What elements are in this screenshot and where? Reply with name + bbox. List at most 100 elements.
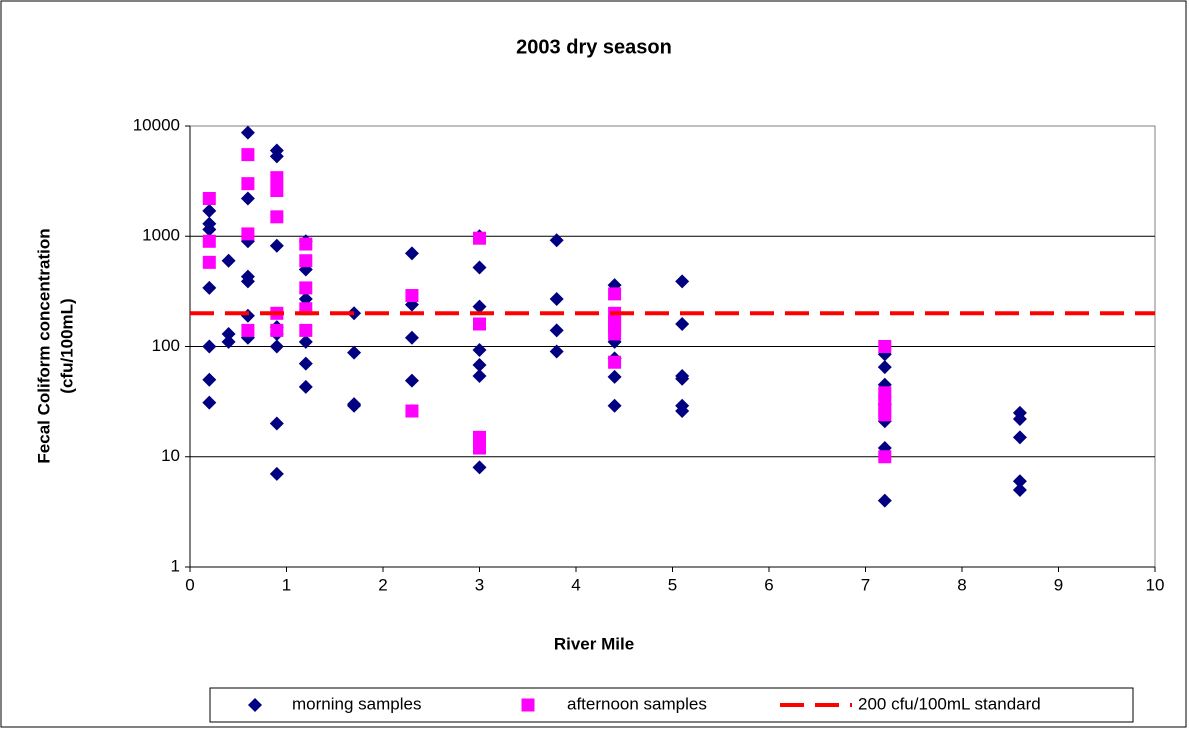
y-tick-label: 10 <box>161 446 180 465</box>
data-point <box>347 398 362 413</box>
data-point <box>878 450 892 464</box>
x-tick-label: 3 <box>475 575 484 594</box>
y-tick-label: 1 <box>171 556 180 575</box>
data-point <box>472 460 487 475</box>
data-point <box>298 379 313 394</box>
data-point <box>675 403 690 418</box>
data-point <box>347 345 362 360</box>
data-point <box>405 289 419 303</box>
data-point <box>202 191 216 205</box>
data-point <box>269 339 284 354</box>
legend-label: afternoon samples <box>567 694 707 713</box>
data-point <box>221 253 236 268</box>
data-point <box>241 148 255 162</box>
data-point <box>549 344 564 359</box>
data-point <box>472 369 487 384</box>
legend-label: morning samples <box>292 694 421 713</box>
data-point <box>472 342 487 357</box>
data-point <box>202 395 217 410</box>
data-point <box>270 183 284 197</box>
x-tick-label: 1 <box>282 575 291 594</box>
data-point <box>877 493 892 508</box>
x-tick-label: 8 <box>957 575 966 594</box>
y-axis-title: (cfu/100mL) <box>57 298 76 393</box>
data-point <box>202 234 216 248</box>
data-point <box>270 323 284 337</box>
y-tick-label: 10000 <box>133 115 180 134</box>
y-tick-label: 100 <box>152 336 180 355</box>
data-point <box>608 287 622 301</box>
x-tick-label: 0 <box>185 575 194 594</box>
data-point <box>298 334 313 349</box>
legend-marker <box>248 698 262 712</box>
data-point <box>675 371 690 386</box>
legend-marker <box>521 698 535 712</box>
data-point <box>298 356 313 371</box>
data-point <box>299 254 313 268</box>
data-point <box>221 326 236 341</box>
y-axis-title: Fecal Coliform concentration <box>34 228 53 463</box>
x-tick-label: 9 <box>1054 575 1063 594</box>
x-tick-label: 5 <box>668 575 677 594</box>
data-point <box>202 280 217 295</box>
x-tick-label: 6 <box>764 575 773 594</box>
x-tick-label: 4 <box>571 575 580 594</box>
data-point <box>269 416 284 431</box>
data-point <box>299 323 313 337</box>
data-point <box>675 274 690 289</box>
data-point <box>404 373 419 388</box>
legend-label: 200 cfu/100mL standard <box>858 694 1041 713</box>
data-point <box>270 210 284 224</box>
data-point <box>404 246 419 261</box>
data-point <box>1012 411 1027 426</box>
data-point <box>608 355 622 369</box>
data-point <box>472 357 487 372</box>
data-point <box>202 339 217 354</box>
data-point <box>472 260 487 275</box>
data-point <box>202 222 217 237</box>
data-point <box>299 281 313 295</box>
data-point <box>299 237 313 251</box>
data-point <box>472 299 487 314</box>
legend-box <box>209 687 1134 723</box>
x-tick-label: 2 <box>378 575 387 594</box>
data-point <box>1012 482 1027 497</box>
data-point <box>202 372 217 387</box>
data-point <box>878 408 892 422</box>
data-point <box>675 316 690 331</box>
data-point <box>202 255 216 269</box>
data-point <box>473 317 486 331</box>
data-point <box>1012 474 1027 489</box>
data-point <box>473 441 486 455</box>
data-point <box>347 306 362 321</box>
data-point <box>607 369 622 384</box>
data-point <box>473 231 486 245</box>
data-point <box>269 466 284 481</box>
data-point <box>221 334 236 349</box>
data-point <box>270 171 284 185</box>
data-point <box>549 291 564 306</box>
y-tick-label: 1000 <box>142 226 180 245</box>
data-point <box>240 274 255 289</box>
data-point <box>241 323 255 337</box>
data-point <box>549 233 564 248</box>
data-point <box>241 177 255 191</box>
x-tick-label: 10 <box>1146 575 1165 594</box>
data-point <box>241 227 255 241</box>
data-point <box>878 340 892 353</box>
x-axis-title: River Mile <box>554 634 634 653</box>
data-point <box>240 191 255 206</box>
data-point <box>608 327 622 341</box>
data-point <box>877 360 892 375</box>
data-point <box>878 394 892 408</box>
data-point <box>607 398 622 413</box>
data-point <box>1012 430 1027 445</box>
data-point <box>269 238 284 253</box>
chart-title: 2003 dry season <box>516 36 672 58</box>
data-point <box>240 125 255 140</box>
data-point <box>405 404 419 418</box>
data-point <box>404 330 419 345</box>
data-point <box>269 149 284 164</box>
data-point <box>202 203 217 218</box>
